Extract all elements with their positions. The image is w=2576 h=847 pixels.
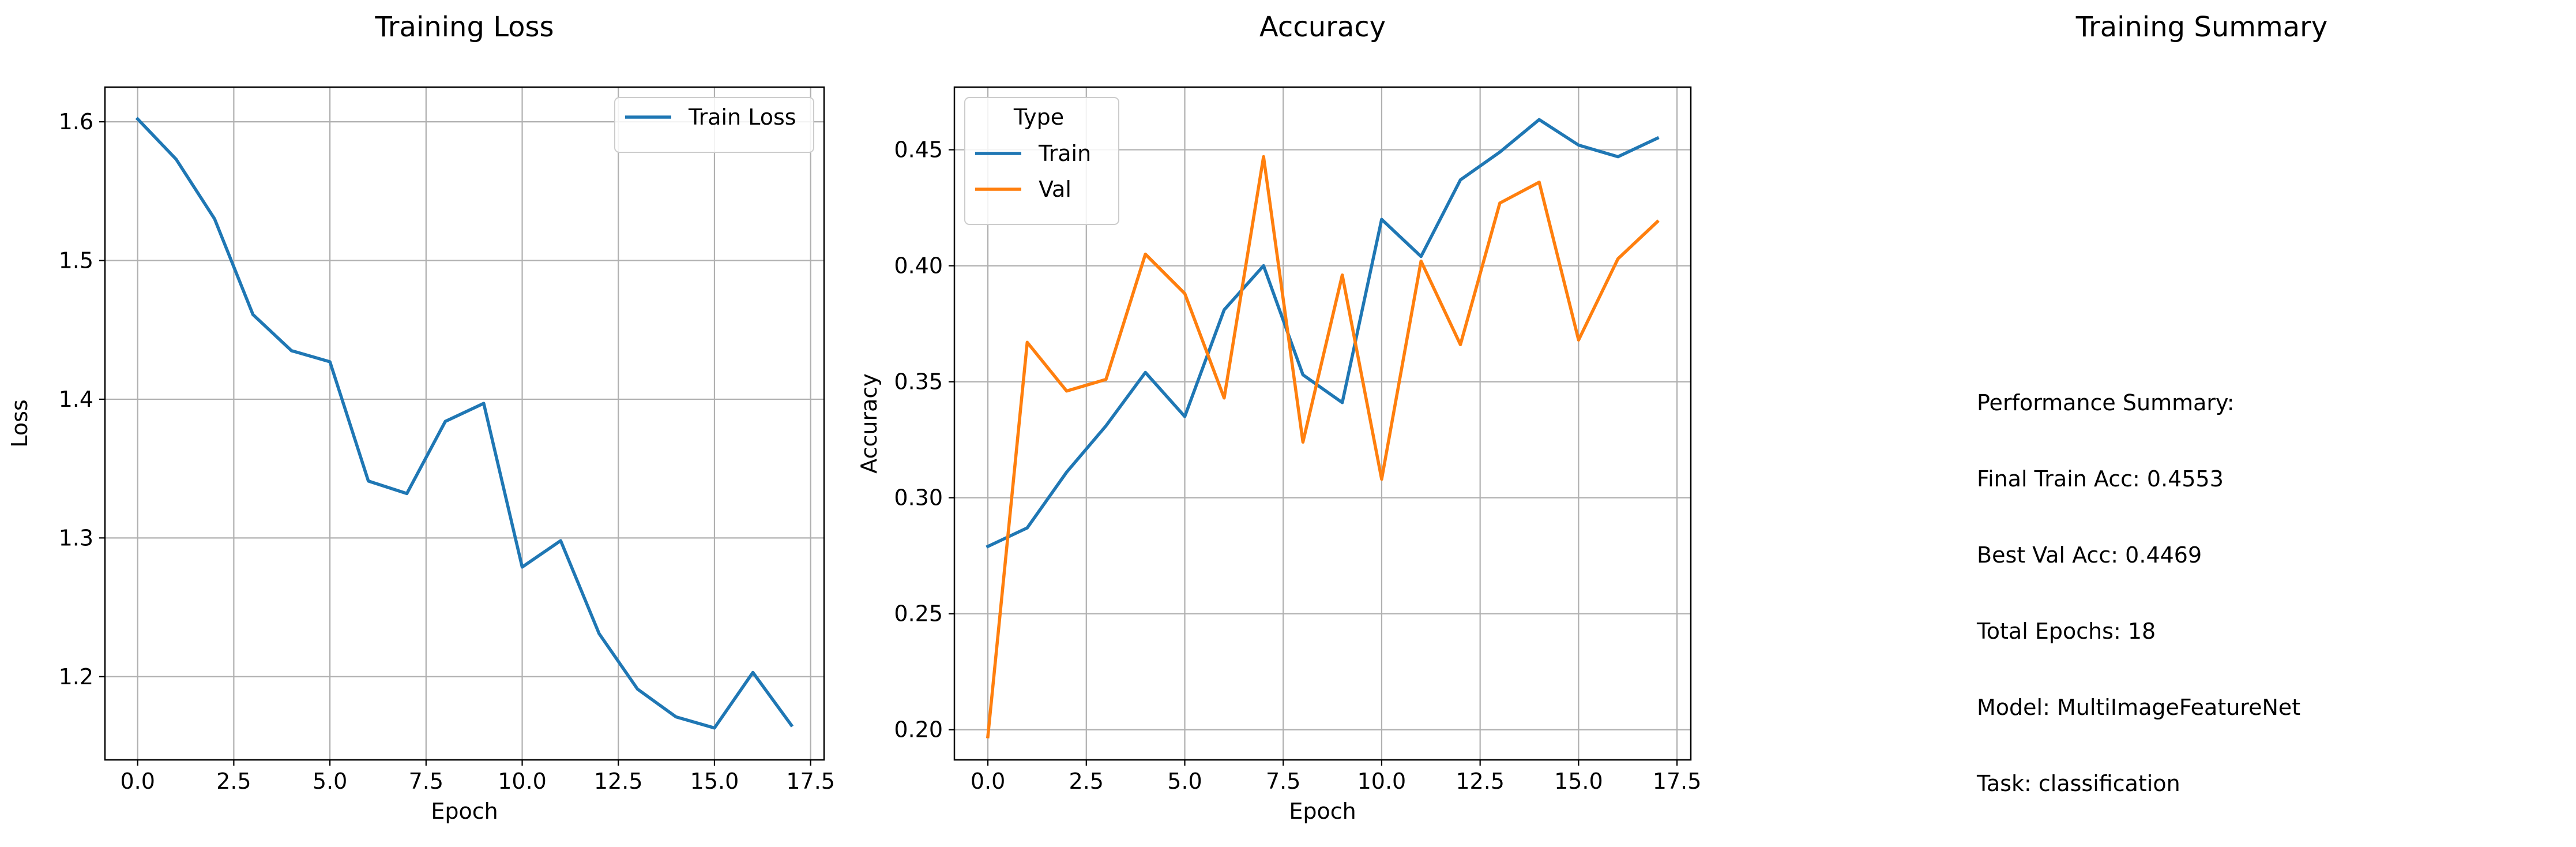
y-tick-label: 0.45 xyxy=(894,137,943,163)
legend: Type Train Val xyxy=(964,97,1119,225)
x-tick-label: 10.0 xyxy=(1357,769,1407,794)
legend-box xyxy=(614,97,814,153)
legend: Train Loss xyxy=(614,97,814,153)
summary-line: Performance Summary: xyxy=(1977,390,2235,415)
y-tick-label: 0.20 xyxy=(894,717,943,743)
series-line xyxy=(986,155,1660,739)
x-tick-label: 0.0 xyxy=(120,769,155,794)
y-tick-label: 1.6 xyxy=(59,109,93,134)
series-line xyxy=(986,118,1660,549)
legend-label: Val xyxy=(1039,177,1071,202)
y-tick-label: 1.5 xyxy=(59,248,93,273)
x-tick-label: 15.0 xyxy=(1554,769,1603,794)
x-tick-label: 15.0 xyxy=(690,769,739,794)
legend-title: Type xyxy=(1013,104,1064,130)
x-tick-label: 12.5 xyxy=(1456,769,1505,794)
summary-title: Training Summary xyxy=(2075,11,2328,43)
legend-label: Train Loss xyxy=(688,104,796,130)
legend-box xyxy=(964,97,1119,225)
loss-chart: Training Loss 0.0 2.5 5.0 7.5 10.0 12.5 15.0 17.… xyxy=(7,11,835,824)
plot-frame xyxy=(104,86,825,761)
y-tick-label: 0.35 xyxy=(894,369,943,395)
x-tick-label: 2.5 xyxy=(216,769,251,794)
y-tick-label: 1.2 xyxy=(59,664,93,689)
x-tick-label: 5.0 xyxy=(313,769,347,794)
y-tick-label: 0.40 xyxy=(894,253,943,279)
y-tick-label: 1.4 xyxy=(59,387,93,412)
legend-label: Train xyxy=(1038,141,1091,166)
x-axis-label: Epoch xyxy=(1289,799,1356,824)
x-tick-label: 0.0 xyxy=(971,769,1005,794)
x-tick-label: 2.5 xyxy=(1069,769,1104,794)
y-tick-label: 0.25 xyxy=(894,601,943,627)
x-tick-label: 7.5 xyxy=(409,769,443,794)
summary-line: Total Epochs: 18 xyxy=(1977,619,2156,644)
plot-frame xyxy=(953,86,1692,761)
summary-line: Model: MultiImageFeatureNet xyxy=(1977,695,2301,720)
x-tick-label: 12.5 xyxy=(594,769,643,794)
series-line xyxy=(135,117,794,730)
summary-line: Best Val Acc: 0.4469 xyxy=(1977,542,2202,568)
x-tick-label: 10.0 xyxy=(498,769,547,794)
x-axis-label: Epoch xyxy=(431,799,498,824)
y-tick-label: 1.3 xyxy=(59,525,93,550)
performance-summary-text: Performance Summary: Final Train Acc: 0.… xyxy=(1977,339,2300,822)
y-axis-label: Accuracy xyxy=(856,373,882,474)
x-tick-label: 5.0 xyxy=(1167,769,1202,794)
summary-line: Final Train Acc: 0.4553 xyxy=(1977,466,2224,492)
y-axis-label: Loss xyxy=(7,399,32,447)
accuracy-chart: Accuracy 0.0 2.5 5.0 7.5 10.0 12.5 15.0 17.5 0.20… xyxy=(856,11,1701,824)
chart-title: Accuracy xyxy=(1259,11,1386,43)
chart-title: Training Loss xyxy=(375,11,554,43)
summary-line: Task: classification xyxy=(1977,771,2180,796)
y-tick-label: 0.30 xyxy=(894,485,943,511)
x-tick-label: 7.5 xyxy=(1266,769,1300,794)
x-tick-label: 17.5 xyxy=(786,769,835,794)
x-tick-label: 17.5 xyxy=(1653,769,1702,794)
